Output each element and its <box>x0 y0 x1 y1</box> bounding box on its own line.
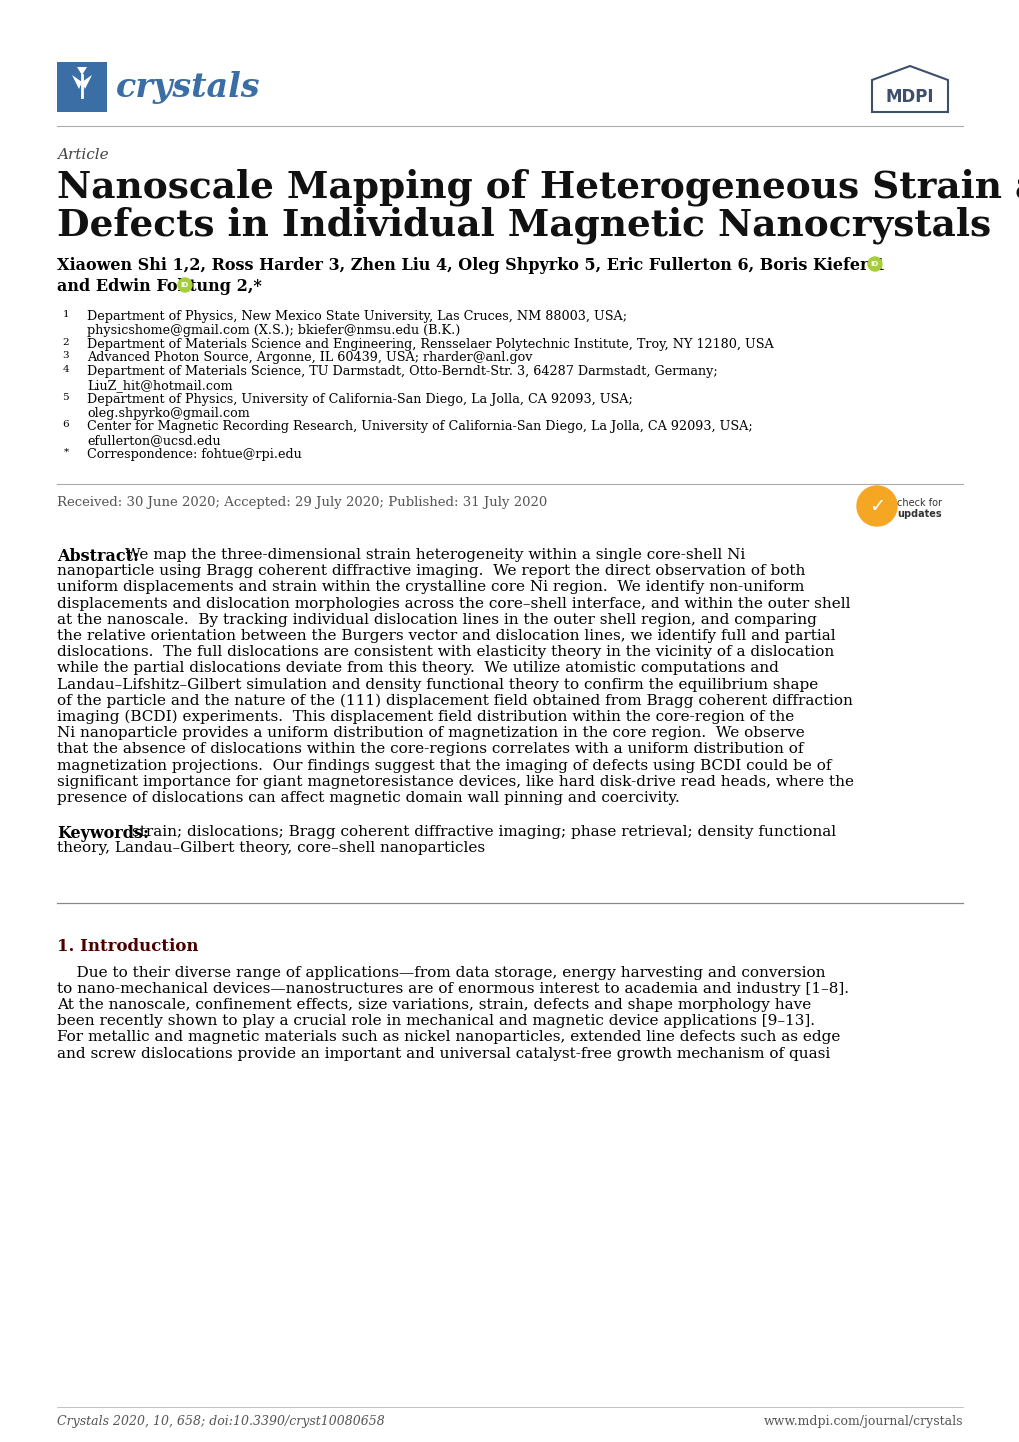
Text: crystals: crystals <box>116 71 260 104</box>
Text: imaging (BCDI) experiments.  This displacement field distribution within the cor: imaging (BCDI) experiments. This displac… <box>57 709 794 724</box>
Text: dislocations.  The full dislocations are consistent with elasticity theory in th: dislocations. The full dislocations are … <box>57 645 834 659</box>
Text: presence of dislocations can affect magnetic domain wall pinning and coercivity.: presence of dislocations can affect magn… <box>57 792 679 805</box>
Circle shape <box>178 278 192 291</box>
Circle shape <box>856 486 896 526</box>
Polygon shape <box>76 66 87 75</box>
Text: *: * <box>64 448 69 457</box>
Text: iD: iD <box>870 261 878 267</box>
Text: and Edwin Fohtung 2,*: and Edwin Fohtung 2,* <box>57 278 262 296</box>
Polygon shape <box>72 75 82 89</box>
Text: Abstract:: Abstract: <box>57 548 139 565</box>
Text: efullerton@ucsd.edu: efullerton@ucsd.edu <box>87 434 220 447</box>
Circle shape <box>867 257 881 271</box>
Text: At the nanoscale, confinement effects, size variations, strain, defects and shap: At the nanoscale, confinement effects, s… <box>57 998 810 1012</box>
Text: Correspondence: fohtue@rpi.edu: Correspondence: fohtue@rpi.edu <box>87 448 302 461</box>
Text: Department of Materials Science, TU Darmstadt, Otto-Berndt-Str. 3, 64287 Darmsta: Department of Materials Science, TU Darm… <box>87 365 717 378</box>
Text: Center for Magnetic Recording Research, University of California-San Diego, La J: Center for Magnetic Recording Research, … <box>87 421 752 434</box>
Text: the relative orientation between the Burgers vector and dislocation lines, we id: the relative orientation between the Bur… <box>57 629 835 643</box>
Text: been recently shown to play a crucial role in mechanical and magnetic device app: been recently shown to play a crucial ro… <box>57 1014 814 1028</box>
Text: of the particle and the nature of the (111) displacement field obtained from Bra: of the particle and the nature of the (1… <box>57 694 852 708</box>
Text: Defects in Individual Magnetic Nanocrystals: Defects in Individual Magnetic Nanocryst… <box>57 208 990 245</box>
Text: nanoparticle using Bragg coherent diffractive imaging.  We report the direct obs: nanoparticle using Bragg coherent diffra… <box>57 564 805 578</box>
Text: 1: 1 <box>62 310 69 319</box>
Text: 6: 6 <box>62 421 69 430</box>
Text: Article: Article <box>57 149 108 162</box>
Text: Landau–Lifshitz–Gilbert simulation and density functional theory to confirm the : Landau–Lifshitz–Gilbert simulation and d… <box>57 678 817 692</box>
Text: displacements and dislocation morphologies across the core–shell interface, and : displacements and dislocation morphologi… <box>57 597 850 610</box>
Text: physicshome@gmail.com (X.S.); bkiefer@nmsu.edu (B.K.): physicshome@gmail.com (X.S.); bkiefer@nm… <box>87 324 460 337</box>
Text: ✓: ✓ <box>868 496 884 515</box>
Text: oleg.shpyrko@gmail.com: oleg.shpyrko@gmail.com <box>87 407 250 420</box>
Text: magnetization projections.  Our findings suggest that the imaging of defects usi: magnetization projections. Our findings … <box>57 758 830 773</box>
Polygon shape <box>871 66 947 112</box>
Text: strain; dislocations; Bragg coherent diffractive imaging; phase retrieval; densi: strain; dislocations; Bragg coherent dif… <box>131 825 836 839</box>
Text: Nanoscale Mapping of Heterogeneous Strain and: Nanoscale Mapping of Heterogeneous Strai… <box>57 169 1019 206</box>
Text: significant importance for giant magnetoresistance devices, like hard disk-drive: significant importance for giant magneto… <box>57 774 853 789</box>
Text: uniform displacements and strain within the crystalline core Ni region.  We iden: uniform displacements and strain within … <box>57 580 804 594</box>
Text: For metallic and magnetic materials such as nickel nanoparticles, extended line : For metallic and magnetic materials such… <box>57 1031 840 1044</box>
Text: MDPI: MDPI <box>884 88 933 107</box>
Text: Advanced Photon Source, Argonne, IL 60439, USA; rharder@anl.gov: Advanced Photon Source, Argonne, IL 6043… <box>87 352 532 365</box>
Text: Ni nanoparticle provides a uniform distribution of magnetization in the core reg: Ni nanoparticle provides a uniform distr… <box>57 727 804 740</box>
Text: to nano-mechanical devices—nanostructures are of enormous interest to academia a: to nano-mechanical devices—nanostructure… <box>57 982 848 996</box>
Text: Department of Physics, University of California-San Diego, La Jolla, CA 92093, U: Department of Physics, University of Cal… <box>87 392 632 405</box>
Text: at the nanoscale.  By tracking individual dislocation lines in the outer shell r: at the nanoscale. By tracking individual… <box>57 613 816 627</box>
Text: We map the three-dimensional strain heterogeneity within a single core-shell Ni: We map the three-dimensional strain hete… <box>125 548 745 562</box>
Text: Department of Physics, New Mexico State University, Las Cruces, NM 88003, USA;: Department of Physics, New Mexico State … <box>87 310 627 323</box>
Text: Crystals 2020, 10, 658; doi:10.3390/cryst10080658: Crystals 2020, 10, 658; doi:10.3390/crys… <box>57 1415 384 1428</box>
Text: 2: 2 <box>62 337 69 346</box>
Text: 3: 3 <box>62 352 69 360</box>
Text: check for: check for <box>896 497 942 508</box>
Text: Received: 30 June 2020; Accepted: 29 July 2020; Published: 31 July 2020: Received: 30 June 2020; Accepted: 29 Jul… <box>57 496 547 509</box>
Text: 5: 5 <box>62 392 69 402</box>
FancyBboxPatch shape <box>57 62 107 112</box>
Text: theory, Landau–Gilbert theory, core–shell nanoparticles: theory, Landau–Gilbert theory, core–shel… <box>57 841 485 855</box>
Text: www.mdpi.com/journal/crystals: www.mdpi.com/journal/crystals <box>763 1415 962 1428</box>
Text: 4: 4 <box>62 365 69 375</box>
Text: 1. Introduction: 1. Introduction <box>57 937 199 955</box>
Text: Xiaowen Shi 1,2, Ross Harder 3, Zhen Liu 4, Oleg Shpyrko 5, Eric Fullerton 6, Bo: Xiaowen Shi 1,2, Ross Harder 3, Zhen Liu… <box>57 257 884 274</box>
Text: that the absence of dislocations within the core-regions correlates with a unifo: that the absence of dislocations within … <box>57 743 803 757</box>
Text: Department of Materials Science and Engineering, Rensselaer Polytechnic Institut: Department of Materials Science and Engi… <box>87 337 773 350</box>
Text: iD: iD <box>180 283 189 288</box>
Text: while the partial dislocations deviate from this theory.  We utilize atomistic c: while the partial dislocations deviate f… <box>57 662 779 675</box>
Text: LiuZ_hit@hotmail.com: LiuZ_hit@hotmail.com <box>87 379 232 392</box>
Text: Keywords:: Keywords: <box>57 825 149 842</box>
Polygon shape <box>82 75 92 89</box>
Text: updates: updates <box>896 509 941 519</box>
Text: and screw dislocations provide an important and universal catalyst-free growth m: and screw dislocations provide an import… <box>57 1047 829 1061</box>
Text: Due to their diverse range of applications—from data storage, energy harvesting : Due to their diverse range of applicatio… <box>57 966 824 979</box>
